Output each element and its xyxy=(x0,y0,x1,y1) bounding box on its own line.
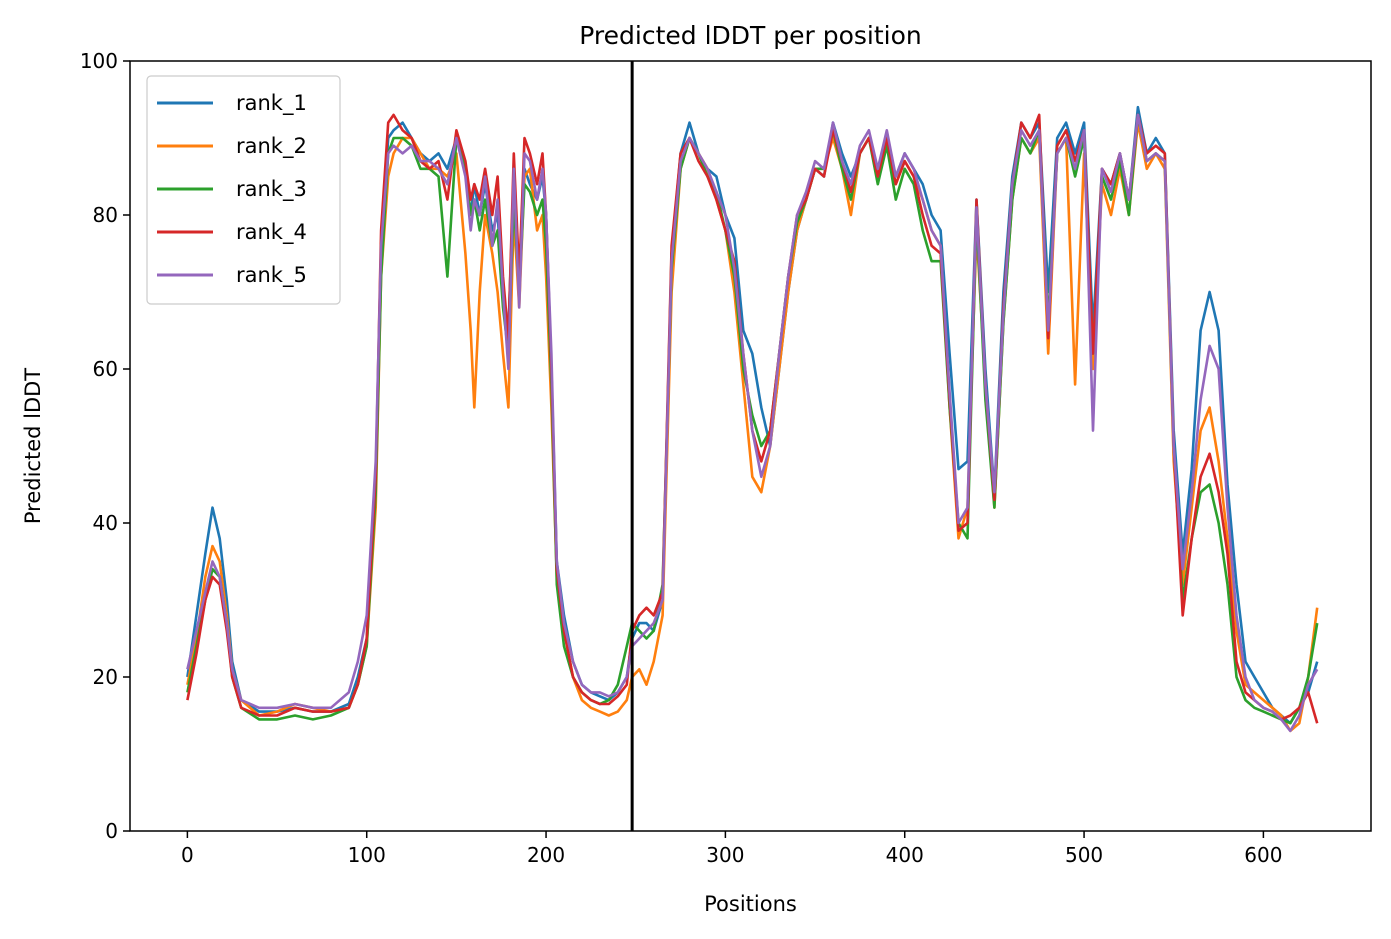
plot-frame xyxy=(129,60,1372,832)
y-axis-title: Predicted lDDT xyxy=(21,368,45,524)
y-tick-label: 20 xyxy=(93,665,118,689)
x-tick-label: 100 xyxy=(348,843,386,867)
legend-label: rank_3 xyxy=(236,177,307,202)
legend-box xyxy=(146,75,341,305)
legend-item: rank_1 xyxy=(157,91,307,116)
legend-item: rank_4 xyxy=(157,220,307,245)
x-tick-label: 200 xyxy=(527,843,565,867)
series-line-rank_5 xyxy=(186,113,1319,733)
series-layer xyxy=(186,105,1319,733)
y-tick-label: 60 xyxy=(93,357,118,381)
y-tick-label: 40 xyxy=(93,511,118,535)
legend-label: rank_4 xyxy=(236,220,307,245)
legend-label: rank_5 xyxy=(236,263,307,288)
legend: rank_1 rank_2 rank_3 rank_4 rank_5 xyxy=(146,75,341,305)
y-tick-label: 0 xyxy=(105,819,118,843)
legend-item: rank_2 xyxy=(157,134,307,159)
legend-item: rank_5 xyxy=(157,263,307,288)
legend-label: rank_1 xyxy=(236,91,307,116)
y-axis: 0 20 40 60 80 100 xyxy=(80,49,130,843)
x-tick-label: 300 xyxy=(706,843,744,867)
x-tick-label: 500 xyxy=(1065,843,1103,867)
x-axis-title: Positions xyxy=(704,892,797,916)
y-tick-label: 100 xyxy=(80,49,118,73)
y-tick-label: 80 xyxy=(93,203,118,227)
chart-title: Predicted lDDT per position xyxy=(579,21,921,50)
x-axis: 0 100 200 300 400 500 600 xyxy=(181,831,1282,867)
x-tick-label: 600 xyxy=(1244,843,1282,867)
legend-label: rank_2 xyxy=(236,134,307,159)
x-tick-label: 400 xyxy=(886,843,924,867)
legend-item: rank_3 xyxy=(157,177,307,202)
x-tick-label: 0 xyxy=(181,843,194,867)
